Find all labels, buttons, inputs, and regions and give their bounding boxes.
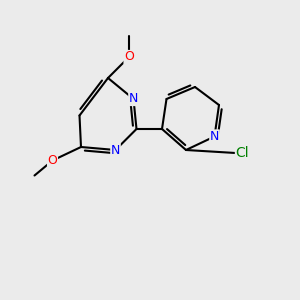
Text: N: N xyxy=(111,143,120,157)
Text: O: O xyxy=(48,154,57,167)
Text: O: O xyxy=(124,50,134,64)
Text: N: N xyxy=(129,92,138,106)
Text: N: N xyxy=(210,130,219,143)
Text: Cl: Cl xyxy=(236,146,249,160)
